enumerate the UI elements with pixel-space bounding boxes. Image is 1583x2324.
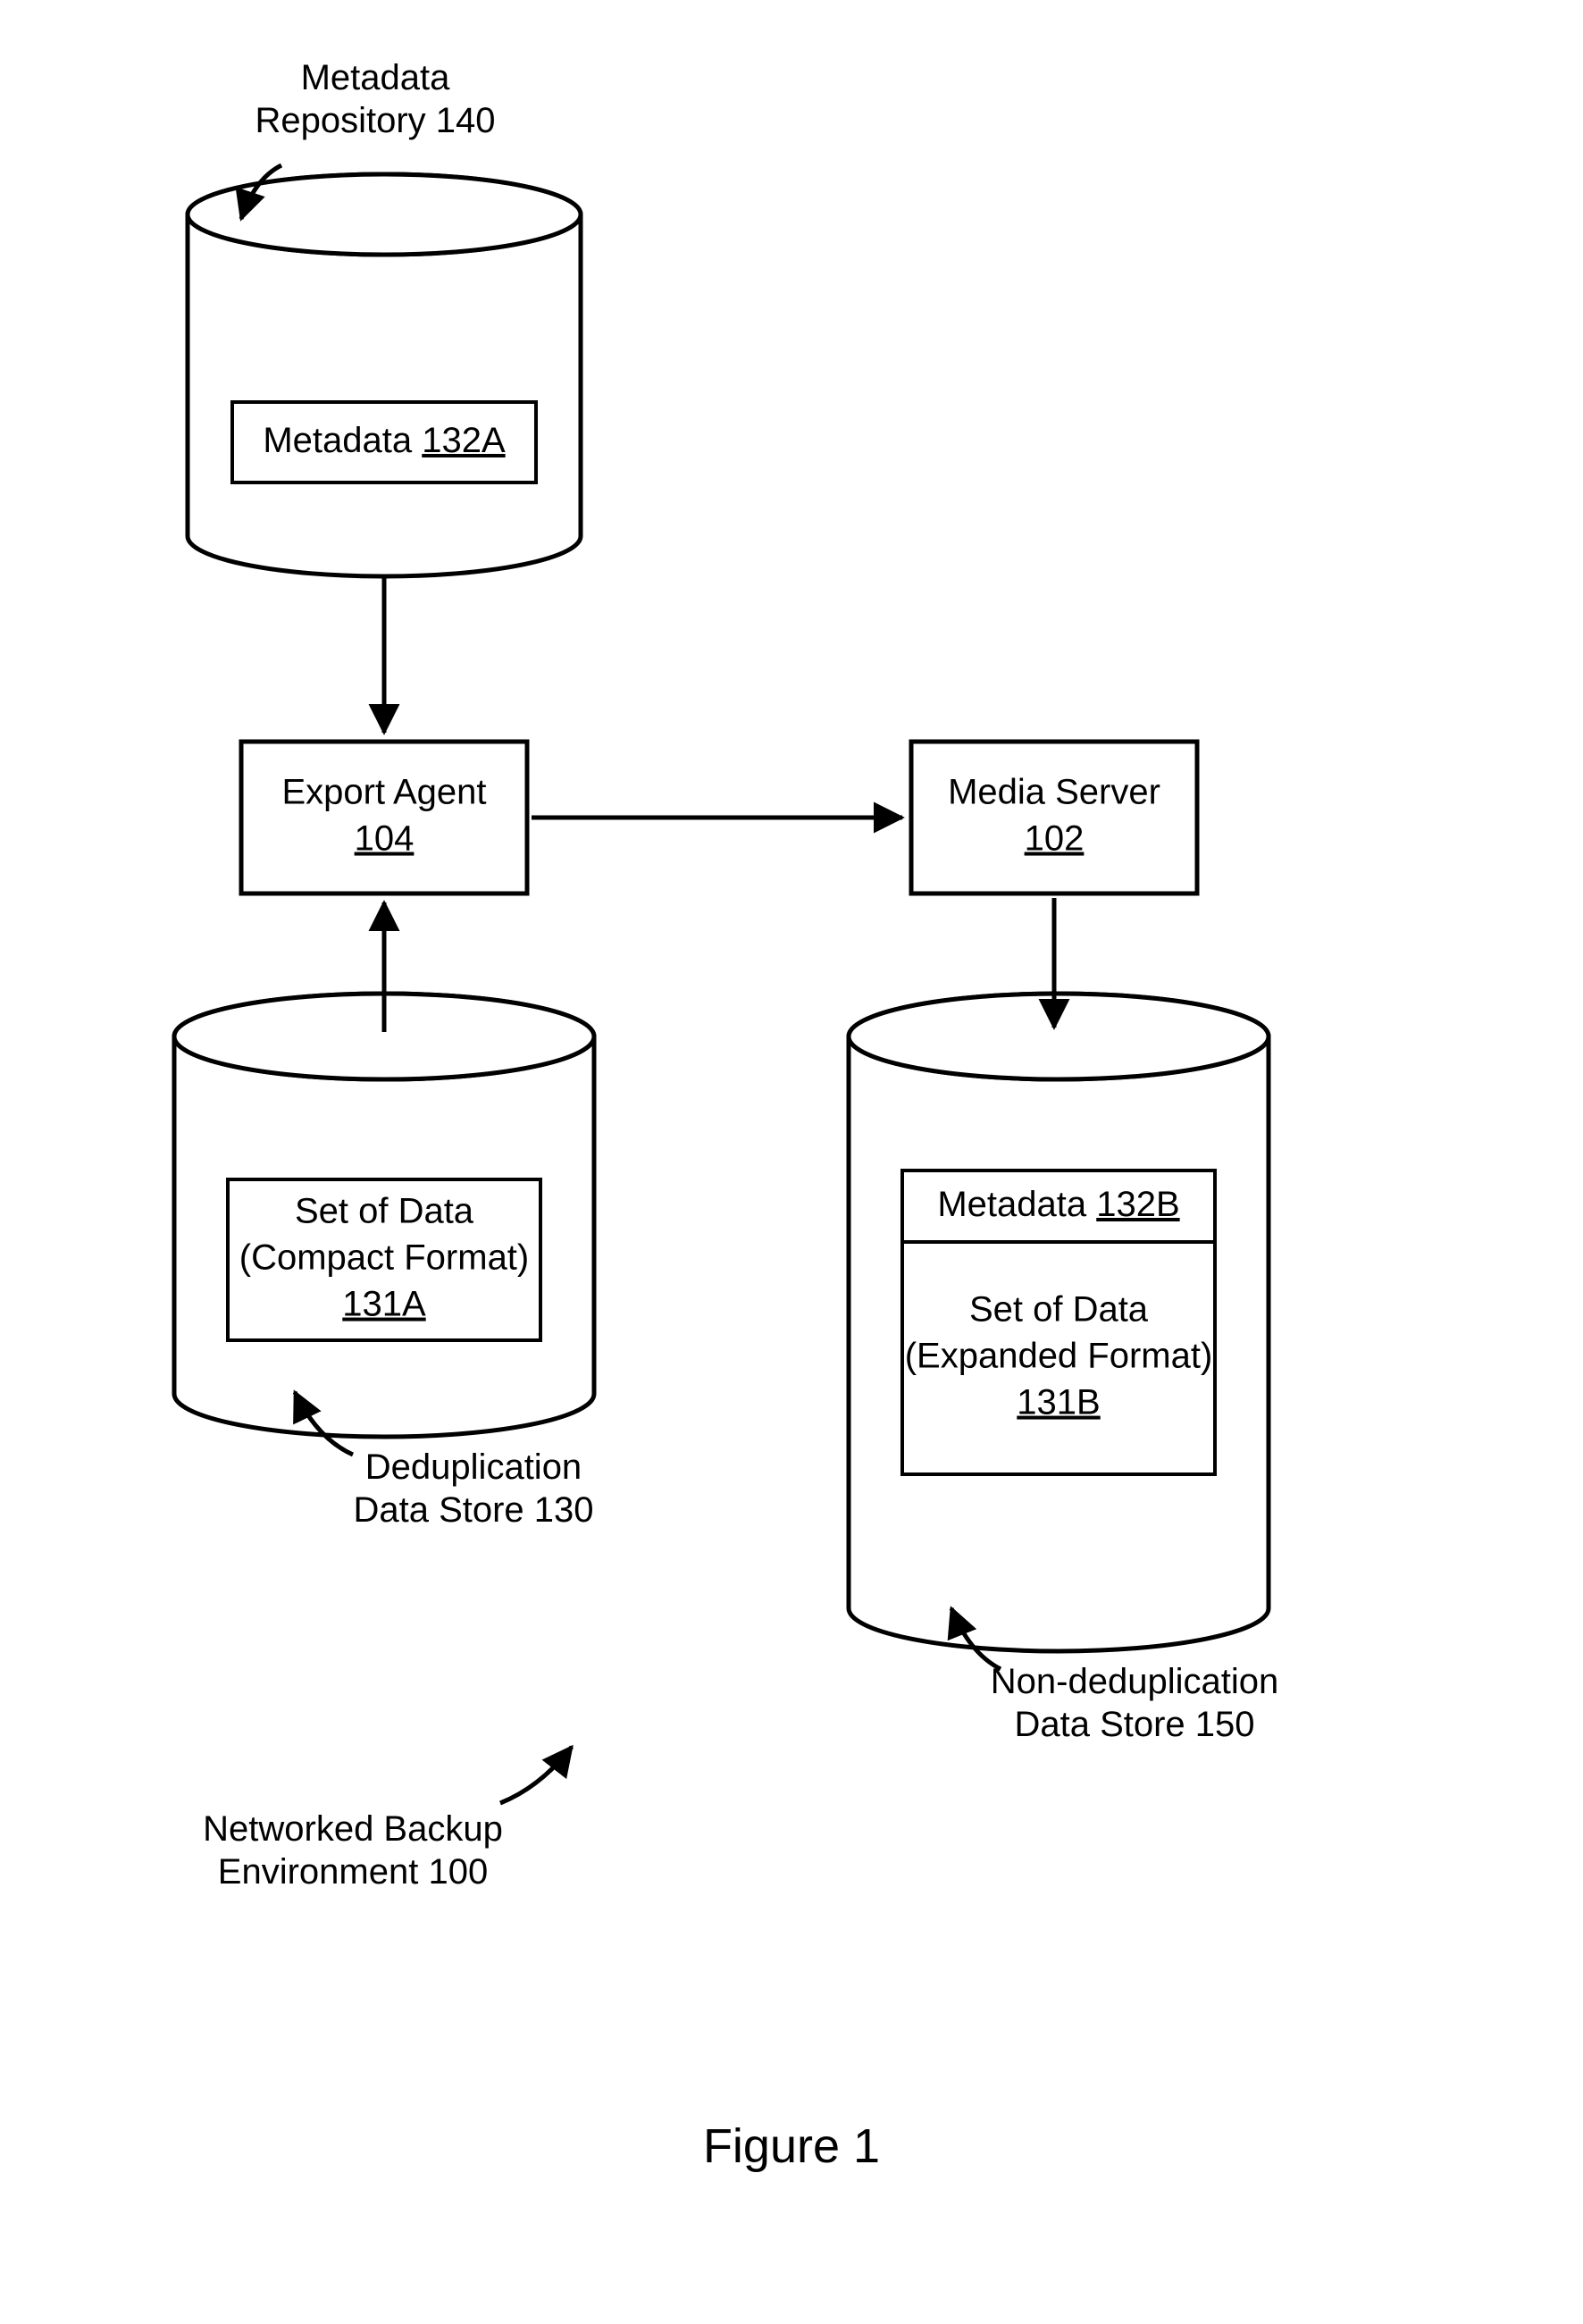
svg-text:(Compact Format): (Compact Format): [239, 1238, 530, 1278]
repo140-inner-label: Metadata 132A: [263, 421, 506, 460]
media102-label: Media Server 102: [948, 773, 1160, 859]
node-dedup130: Set of Data (Compact Format) 131A Deduplica…: [174, 994, 594, 1530]
svg-text:(Expanded Format): (Expanded Format): [905, 1337, 1213, 1376]
figure-label: Figure 1: [703, 2119, 880, 2173]
nondedup150-inner-label: Set of Data (Expanded Format) 131B: [905, 1290, 1213, 1422]
svg-text:Metadata 132A: Metadata 132A: [263, 421, 506, 460]
svg-text:Set of Data: Set of Data: [295, 1192, 474, 1231]
nondedup150-callout-line-1: Data Store 150: [1014, 1705, 1254, 1744]
node-media102: Media Server 102: [911, 742, 1197, 894]
svg-text:Metadata 132B: Metadata 132B: [937, 1185, 1179, 1224]
svg-text:Environment 100: Environment 100: [218, 1852, 488, 1892]
svg-text:Media Server: Media Server: [948, 773, 1160, 812]
dedup130-callout-line-0: Deduplication: [365, 1447, 582, 1487]
repo140-callout-line-0: Metadata: [301, 58, 451, 97]
node-export104: Export Agent 104: [241, 742, 527, 894]
dedup130-inner-label: Set of Data (Compact Format) 131A: [239, 1192, 530, 1324]
svg-text:131A: 131A: [342, 1285, 426, 1324]
dedup130-callout-line-1: Data Store 130: [353, 1490, 593, 1530]
environment-label: Networked BackupEnvironment 100: [203, 1747, 572, 1892]
svg-text:Set of Data: Set of Data: [969, 1290, 1149, 1330]
nondedup150-callout-line-0: Non-deduplication: [991, 1662, 1278, 1701]
svg-text:Export Agent: Export Agent: [281, 773, 486, 812]
svg-text:Networked Backup: Networked Backup: [203, 1809, 503, 1849]
svg-text:102: 102: [1025, 819, 1085, 859]
repo140-callout-line-1: Repository 140: [255, 101, 495, 140]
svg-text:131B: 131B: [1017, 1383, 1100, 1422]
nondedup150-inner-meta-label: Metadata 132B: [937, 1185, 1179, 1224]
node-repo140: Metadata 132A Metadata Repository 140: [188, 58, 581, 576]
svg-text:104: 104: [355, 819, 415, 859]
node-nondedup150: Metadata 132B Set of Data (Expanded Format…: [849, 994, 1278, 1744]
export104-label: Export Agent 104: [281, 773, 486, 859]
